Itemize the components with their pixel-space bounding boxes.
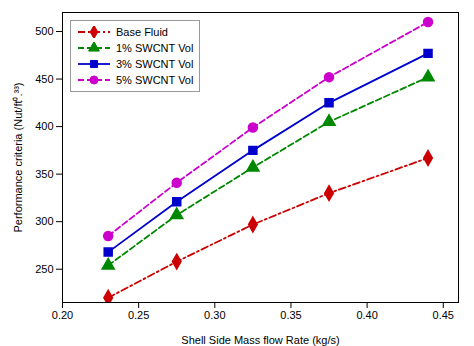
svg-text:300: 300	[35, 215, 53, 227]
svg-text:Performance criteria (Nut/ft⁰.: Performance criteria (Nut/ft⁰.³³)	[12, 82, 24, 232]
svg-text:450: 450	[35, 73, 53, 85]
svg-text:350: 350	[35, 168, 53, 180]
svg-text:0.25: 0.25	[128, 309, 149, 321]
svg-text:250: 250	[35, 263, 53, 275]
html-text:1% SWCNT Vol: 1% SWCNT Vol	[116, 42, 194, 54]
html-text:5% SWCNT Vol: 5% SWCNT Vol	[116, 74, 194, 86]
html-text:Base Fluid: Base Fluid	[116, 26, 168, 38]
svg-text:0.20: 0.20	[52, 309, 73, 321]
svg-text:500: 500	[35, 25, 53, 37]
svg-text:0.30: 0.30	[204, 309, 225, 321]
svg-text:Shell Side Mass flow Rate (kg/: Shell Side Mass flow Rate (kg/s)	[181, 334, 339, 346]
svg-text:400: 400	[35, 120, 53, 132]
svg-text:0.45: 0.45	[433, 309, 454, 321]
svg-text:0.35: 0.35	[280, 309, 301, 321]
svg-text:0.40: 0.40	[356, 309, 377, 321]
html-text:3% SWCNT Vol: 3% SWCNT Vol	[116, 58, 194, 70]
